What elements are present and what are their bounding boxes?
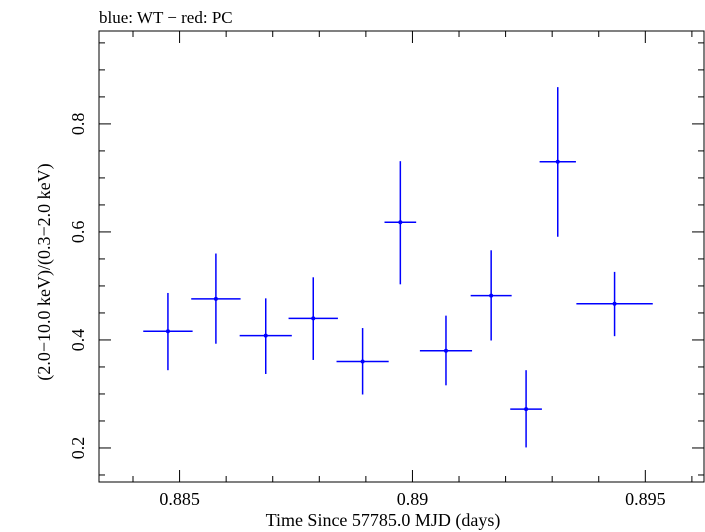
- data-point: [336, 328, 389, 395]
- data-point: [384, 161, 417, 285]
- x-axis-label: Time Since 57785.0 MJD (days): [266, 510, 501, 531]
- x-tick-label: 0.895: [625, 489, 666, 509]
- data-marker: [443, 348, 448, 353]
- y-tick-label: 0.4: [68, 329, 88, 352]
- data-point: [510, 370, 542, 448]
- data-point: [288, 277, 338, 360]
- data-marker: [398, 220, 403, 225]
- y-tick-label: 0.2: [68, 437, 88, 460]
- chart-title: blue: WT − red: PC: [99, 8, 233, 27]
- data-point: [143, 292, 193, 371]
- data-marker: [524, 407, 529, 412]
- x-axis: 0.885 0.89 0.895: [132, 31, 693, 509]
- y-tick-label: 0.6: [68, 221, 88, 244]
- data-marker: [555, 159, 560, 164]
- data-point: [239, 298, 292, 374]
- data-point: [539, 87, 576, 237]
- data-marker: [165, 329, 170, 334]
- y-axis: 0.2 0.4 0.6 0.8: [68, 42, 704, 476]
- data-point: [576, 271, 653, 337]
- data-point: [470, 250, 512, 341]
- x-tick-label: 0.885: [159, 489, 200, 509]
- data-marker: [263, 333, 268, 338]
- data-point: [191, 253, 241, 344]
- data-marker: [360, 359, 365, 364]
- data-marker: [489, 293, 494, 298]
- y-axis-label: (2.0−10.0 keV)/(0.3−2.0 keV): [34, 163, 55, 380]
- plot-frame: [98, 30, 705, 483]
- data-marker: [612, 301, 617, 306]
- data-marker: [311, 316, 316, 321]
- data-marker: [213, 296, 218, 301]
- y-tick-label: 0.8: [68, 113, 88, 136]
- data-series-wt: [143, 87, 653, 448]
- x-tick-label: 0.89: [397, 489, 429, 509]
- data-point: [419, 315, 473, 386]
